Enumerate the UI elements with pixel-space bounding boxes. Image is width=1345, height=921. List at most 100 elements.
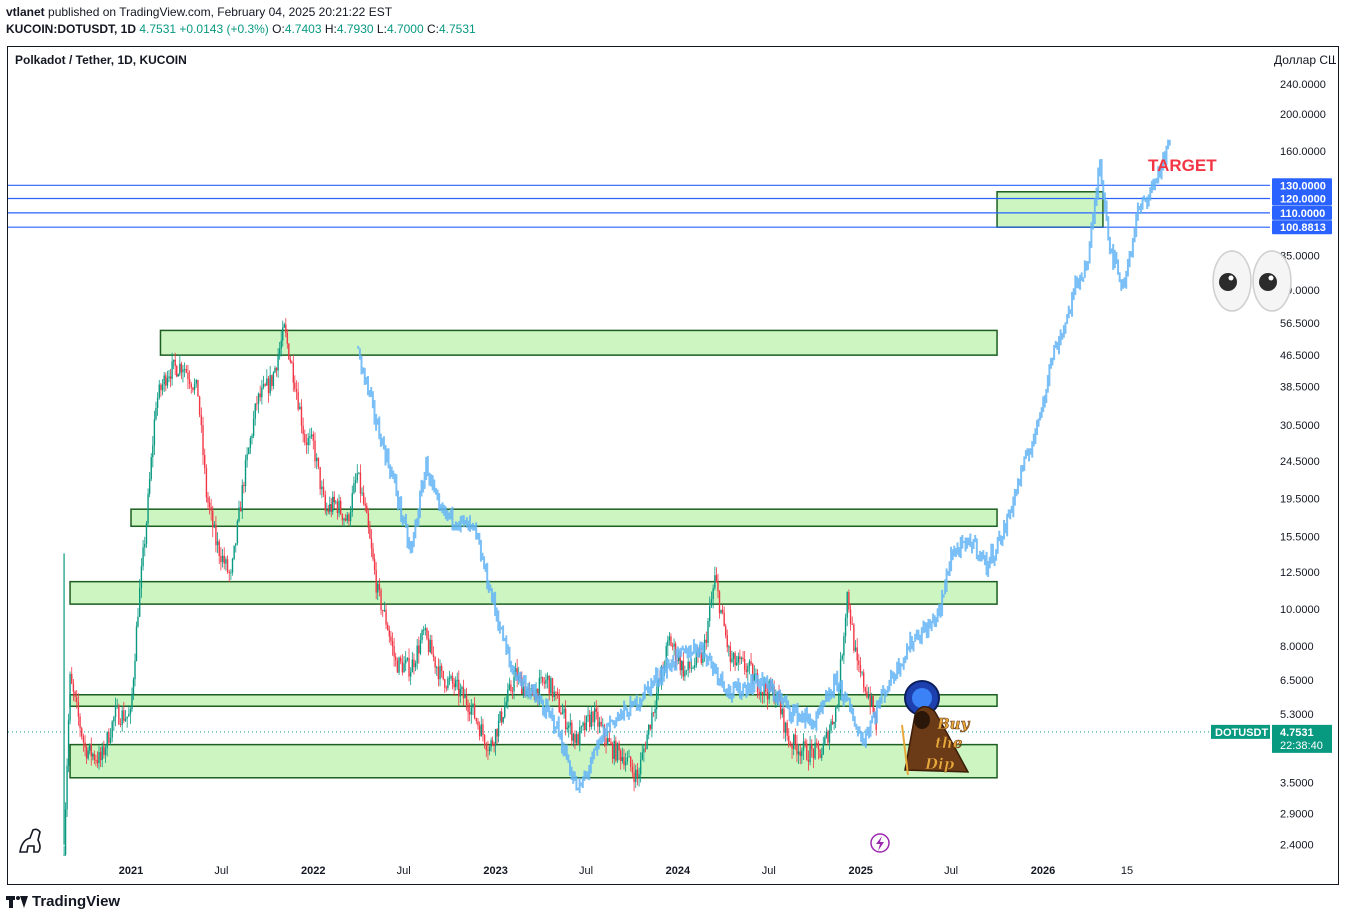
projection-bar	[412, 532, 415, 548]
projection-bar	[510, 660, 513, 673]
candle	[621, 757, 624, 762]
projection-bar	[1160, 162, 1163, 180]
tradingview-icon	[6, 895, 28, 908]
projection-bar	[704, 652, 707, 657]
projection-bar	[451, 506, 454, 531]
candle	[444, 679, 446, 688]
projection-bar	[1007, 509, 1010, 518]
target-annotation[interactable]: TARGET	[1148, 156, 1217, 175]
projection-bar	[462, 515, 465, 528]
candle	[792, 734, 795, 749]
candle	[204, 455, 206, 469]
projection-bar	[365, 376, 368, 385]
candle	[758, 692, 760, 696]
projection-bar	[430, 474, 433, 487]
projection-bar	[705, 654, 708, 667]
candle	[504, 706, 506, 718]
candle	[109, 737, 112, 743]
projection-bar	[601, 735, 604, 745]
candle	[671, 646, 674, 647]
candle	[456, 679, 458, 681]
projection-bar	[692, 639, 695, 655]
support-zone-2[interactable]	[130, 508, 998, 528]
projection-bar	[763, 677, 766, 690]
candle	[129, 709, 132, 714]
projection-bar	[390, 466, 393, 477]
projection-bar	[754, 673, 757, 684]
projection-bar	[401, 515, 404, 526]
projection-bar	[1139, 203, 1142, 215]
projection-bar	[1157, 166, 1160, 184]
projection-bar	[591, 751, 594, 764]
candle	[278, 348, 281, 356]
candle	[233, 545, 235, 559]
projection-bar	[358, 348, 361, 360]
projection-bar	[1061, 332, 1064, 340]
projection-bar	[459, 516, 462, 533]
projection-bar	[836, 670, 839, 692]
projection-bar	[472, 522, 475, 531]
candle	[312, 434, 315, 441]
projection-bar	[772, 683, 775, 702]
candle	[142, 547, 144, 567]
candle	[628, 756, 630, 758]
candle	[631, 766, 634, 773]
projection-bar	[780, 692, 783, 705]
dino-icon[interactable]	[19, 828, 41, 853]
chart-frame[interactable]	[7, 46, 1339, 885]
projection-bar	[623, 700, 626, 721]
projection-bar	[774, 695, 777, 703]
projection-bar	[546, 699, 549, 713]
projection-bar	[1026, 448, 1029, 456]
candle	[183, 368, 186, 370]
candle	[289, 359, 292, 362]
projection-bar	[1112, 243, 1115, 270]
candle	[720, 609, 722, 614]
candle	[633, 772, 635, 783]
candle	[99, 751, 102, 761]
candle	[88, 743, 91, 751]
candle	[550, 678, 552, 694]
projection-bar	[665, 657, 668, 679]
tradingview-logo[interactable]: TradingView	[6, 893, 120, 910]
projection-bar	[904, 655, 907, 664]
projection-bar	[883, 688, 886, 703]
candle	[761, 691, 764, 694]
candle	[309, 436, 311, 438]
projection-bar	[475, 522, 478, 540]
candle	[636, 769, 639, 778]
candle	[715, 575, 718, 583]
support-zone-1[interactable]	[159, 329, 998, 356]
support-zone-3[interactable]	[69, 580, 998, 605]
projection-bar	[640, 698, 643, 707]
candle	[607, 738, 609, 745]
x-tick-label: Jul	[762, 865, 776, 877]
projection-bar	[977, 554, 980, 561]
candle	[210, 507, 212, 511]
candle	[563, 708, 565, 713]
projection-bar	[938, 604, 941, 617]
candle	[67, 720, 70, 766]
candle	[353, 483, 355, 494]
projection-bar	[942, 594, 945, 598]
projection-bar	[672, 655, 675, 668]
currency-selector[interactable]: Доллар США	[1274, 53, 1336, 67]
projection-bar	[371, 391, 374, 409]
projection-bar	[415, 518, 418, 527]
projection-bar	[422, 480, 425, 493]
candle	[496, 729, 498, 737]
support-zone-5[interactable]	[69, 743, 998, 779]
projection-bar	[1045, 388, 1048, 404]
candle	[375, 570, 377, 593]
candle	[859, 665, 862, 673]
projection-bar	[585, 771, 588, 778]
publisher-name[interactable]: vtlanet	[6, 5, 45, 19]
projection-bar	[710, 655, 713, 669]
support-zone-6[interactable]	[996, 191, 1104, 228]
projection-group[interactable]	[357, 139, 1171, 793]
candle	[243, 485, 245, 487]
projection-bar	[454, 521, 457, 531]
candle	[121, 710, 123, 725]
candle	[684, 670, 686, 677]
